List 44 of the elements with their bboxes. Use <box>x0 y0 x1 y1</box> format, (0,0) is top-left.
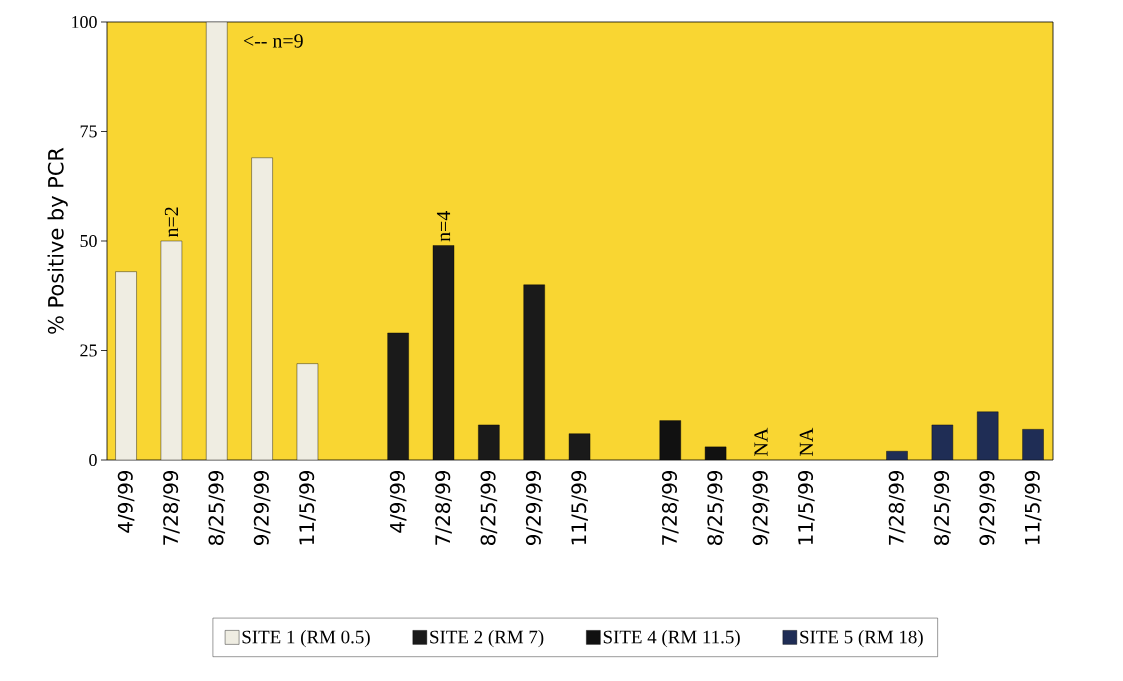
legend-label: SITE 1 (RM 0.5) <box>242 630 370 648</box>
bar <box>206 22 228 460</box>
bar <box>160 240 183 460</box>
x-tick-label: 8/25/99 <box>707 470 724 545</box>
x-tick-label: 9/29/99 <box>979 470 997 546</box>
bar <box>1022 429 1044 460</box>
y-tick-label: 100 <box>72 15 97 29</box>
annotation: n=4 <box>436 211 451 242</box>
x-tick-label: 4/9/99 <box>389 470 407 533</box>
bar <box>251 157 273 460</box>
bar <box>523 284 545 460</box>
x-tick-label: 8/25/99 <box>480 470 498 545</box>
bar <box>977 411 999 460</box>
x-tick-label: 4/9/99 <box>117 470 135 533</box>
legend-label: SITE 5 (RM 18) <box>800 630 923 648</box>
legend-label: SITE 4 (RM 11.5) <box>603 630 740 648</box>
x-tick-label: 8/25/99 <box>934 470 951 545</box>
y-tick-label: 50 <box>80 234 97 248</box>
x-tick-label: 8/25/99 <box>208 470 226 545</box>
x-tick-label: 9/29/99 <box>525 470 543 546</box>
annotation: n=2 <box>164 207 178 238</box>
x-tick-label: 11/5/99 <box>571 470 588 545</box>
legend-label: SITE 2 (RM 7) <box>430 630 544 648</box>
annotation: NA <box>799 427 813 456</box>
annotation: NA <box>754 427 768 456</box>
x-tick-label: 7/28/99 <box>661 470 679 545</box>
annotation: <-- n=9 <box>243 34 303 48</box>
x-tick-label: 7/28/99 <box>163 470 180 545</box>
y-tick-label: 75 <box>80 125 97 138</box>
bar <box>387 332 409 460</box>
bar <box>478 424 500 460</box>
x-tick-label: 7/28/99 <box>888 470 906 545</box>
bar <box>115 271 137 460</box>
y-tick-label: 0 <box>89 453 97 467</box>
y-axis-title: % Positive by PCR <box>47 147 68 334</box>
x-tick-label: 11/5/99 <box>299 470 316 545</box>
x-tick-label: 11/5/99 <box>798 470 815 545</box>
x-tick-label: 9/29/99 <box>253 470 271 546</box>
x-tick-label: 11/5/99 <box>1024 470 1042 545</box>
y-tick-label: 25 <box>80 344 97 357</box>
x-tick-label: 7/28/99 <box>435 470 452 545</box>
bar <box>659 420 681 460</box>
x-tick-label: 9/29/99 <box>752 470 770 546</box>
bar <box>432 245 455 460</box>
